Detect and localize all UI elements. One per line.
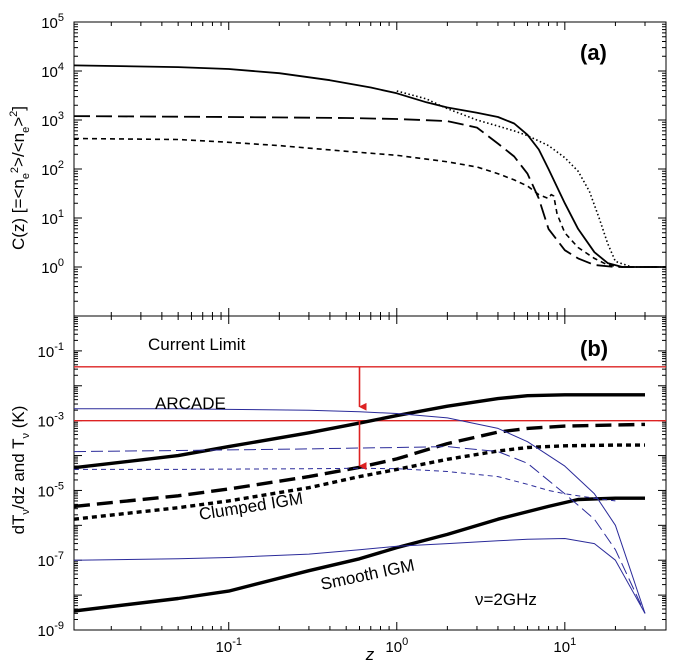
series-line-3	[74, 443, 645, 521]
y-tick-label: 10-3	[38, 411, 64, 431]
panel-b-frame	[73, 315, 667, 631]
y-tick-label: 100	[41, 257, 64, 277]
series-line-8	[74, 538, 646, 614]
y-tick-label: 104	[41, 61, 64, 81]
y-tick-label: 105	[41, 12, 64, 32]
panel-b-xlabel: z	[365, 645, 375, 664]
panel-a: 100 101 102 103 104 105 (a) C(z) [=<ne2>/<ne>…	[8, 12, 667, 317]
annotation-clumped-igm: Clumped IGM	[198, 489, 305, 524]
panel-a-series	[74, 64, 666, 268]
y-tick-label: 10-9	[38, 620, 64, 640]
panel-b-xtick-labels: 10-1 100 101	[216, 636, 577, 656]
y-tick-label: 102	[41, 159, 64, 179]
annotation-smooth-igm: Smooth IGM	[319, 555, 416, 593]
y-tick-label: 10-1	[38, 341, 64, 361]
series-line-1	[74, 64, 666, 268]
x-tick-label: 100	[385, 636, 408, 656]
series-line-7	[74, 467, 616, 502]
annotation-arcade: ARCADE	[155, 394, 226, 413]
panel-b-series	[74, 393, 646, 614]
x-tick-label: 10-1	[216, 636, 242, 656]
panel-b-label: (b)	[580, 336, 608, 361]
series-line-4	[74, 137, 666, 268]
series-line-3	[74, 115, 666, 268]
series-line-2	[396, 90, 666, 268]
y-tick-label: 10-5	[38, 480, 64, 500]
panel-a-ticks	[74, 22, 667, 317]
panel-a-ylabel: C(z) [=<ne2>/<ne>2]	[8, 106, 32, 250]
annotation-frequency: ν=2GHz	[475, 590, 537, 609]
annotation-current-limit: Current Limit	[148, 335, 246, 354]
series-line-5	[74, 408, 646, 614]
panel-a-ytick-labels: 100 101 102 103 104 105	[41, 12, 64, 277]
y-tick-label: 101	[41, 208, 64, 228]
panel-b-ytick-labels: 10-9 10-7 10-5 10-3 10-1	[38, 341, 64, 640]
panel-b-ylabel: dTν/dz and Tν (K)	[9, 406, 32, 535]
x-tick-label: 101	[553, 636, 576, 656]
series-line-1	[74, 393, 645, 470]
series-line-2	[74, 422, 646, 509]
series-line-6	[74, 446, 646, 614]
panel-b: 10-9 10-7 10-5 10-3 10-1 10-1 100 101 (b) Curr…	[9, 315, 667, 664]
y-tick-label: 10-7	[38, 550, 64, 570]
series-line-4	[74, 496, 645, 613]
panel-b-ticks	[74, 316, 667, 631]
panel-a-label: (a)	[580, 40, 607, 65]
y-tick-label: 103	[41, 110, 64, 130]
